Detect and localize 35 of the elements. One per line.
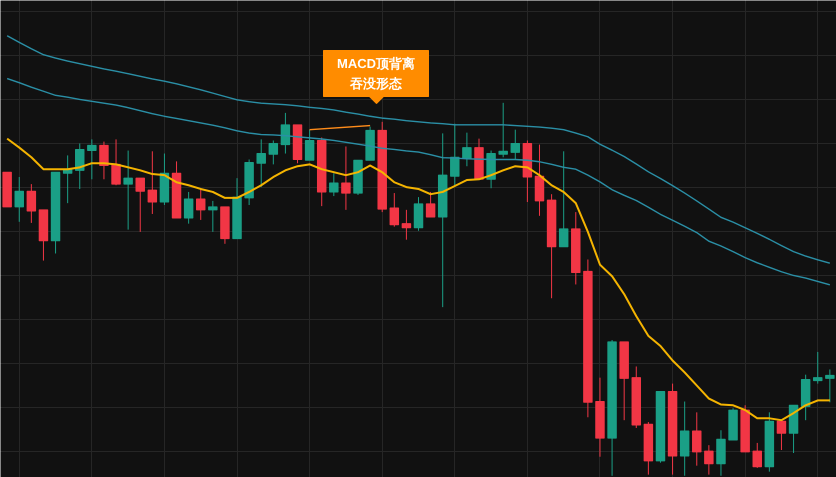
- candlestick: [813, 351, 822, 384]
- candlestick: [390, 192, 400, 228]
- candlestick: [776, 420, 786, 451]
- candlestick: [99, 141, 109, 180]
- candlestick: [256, 138, 266, 188]
- candlestick: [414, 196, 424, 232]
- candlestick: [558, 150, 568, 248]
- candlestick: [87, 138, 97, 180]
- candlestick: [402, 209, 412, 240]
- candlestick: [426, 191, 436, 218]
- candlestick: [26, 184, 36, 224]
- candlestick: [196, 188, 206, 220]
- candlestick: [341, 146, 351, 210]
- candlestick: [268, 140, 278, 165]
- text: MACD顶背离: [337, 56, 416, 71]
- candlestick: [462, 132, 472, 167]
- candlestick: [14, 176, 24, 222]
- candlestick: [208, 200, 218, 232]
- candlestick: [184, 191, 194, 224]
- text: 吞没形态: [349, 76, 403, 91]
- candlestick: [136, 178, 145, 232]
- candlestick: [304, 129, 314, 161]
- candlestick: [148, 150, 158, 214]
- candlestick: [329, 172, 339, 197]
- candlestick: [123, 150, 133, 230]
- candlestick: [75, 142, 84, 190]
- candlestick: [704, 444, 714, 476]
- candlestick: [692, 412, 702, 466]
- candlestick: [825, 368, 835, 403]
- candlestick: [510, 129, 520, 160]
- candlestick: [752, 442, 762, 468]
- candlestick: [280, 112, 290, 154]
- candlestick: [450, 123, 460, 186]
- candlestick: [111, 138, 121, 186]
- candlestick: [498, 102, 508, 158]
